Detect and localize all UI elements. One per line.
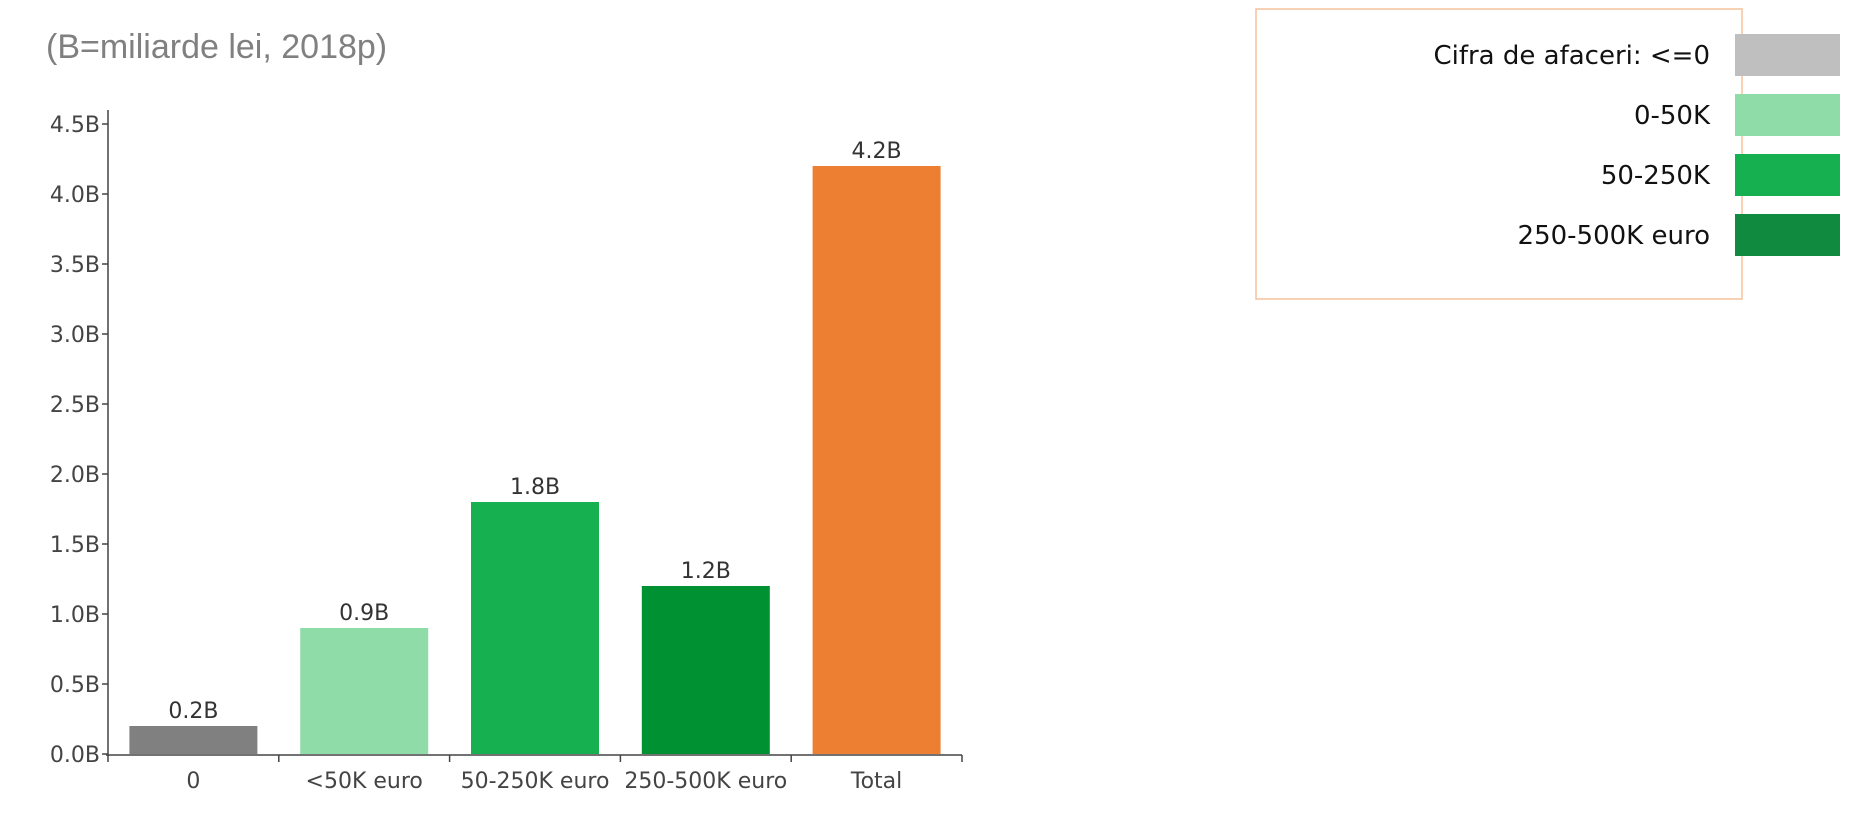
y-tick-label: 4.5B bbox=[50, 113, 100, 138]
bar-data-label: 1.8B bbox=[510, 475, 560, 500]
bar-data-label: 1.2B bbox=[681, 559, 731, 584]
legend-label: Cifra de afaceri: <=0 bbox=[1433, 41, 1710, 71]
y-tick-label: 2.0B bbox=[50, 463, 100, 488]
y-axis-ticks: 0.0B 0.5B 1.0B 1.5B 2.0B 2.5B 3.0B 3.5B 4.0B 4.5B bbox=[50, 113, 108, 768]
bar-data-label: 0.2B bbox=[168, 699, 218, 724]
y-tick-label: 3.5B bbox=[50, 253, 100, 278]
legend-swatch bbox=[1735, 94, 1840, 136]
bars-group: 0.2B 0.9B 1.8B 1.2B 4.2B bbox=[129, 139, 941, 754]
x-tick-label: 0 bbox=[186, 769, 200, 794]
legend-label: 50-250K bbox=[1601, 161, 1711, 191]
bar bbox=[641, 586, 770, 754]
y-tick-label: 1.5B bbox=[50, 533, 100, 558]
x-tick-label: Total bbox=[850, 769, 902, 794]
bar bbox=[300, 628, 429, 754]
y-tick-label: 3.0B bbox=[50, 323, 100, 348]
legend-swatch bbox=[1735, 34, 1840, 76]
y-tick-label: 2.5B bbox=[50, 393, 100, 418]
legend-swatch bbox=[1735, 154, 1840, 196]
legend-label: 250-500K euro bbox=[1518, 221, 1710, 251]
x-axis-ticks: 0 <50K euro 50-250K euro 250-500K euro Total bbox=[107, 755, 963, 794]
legend-label: 0-50K bbox=[1634, 101, 1711, 131]
bar bbox=[471, 502, 599, 754]
x-tick-label: 250-500K euro bbox=[624, 769, 787, 794]
legend: Cifra de afaceri: <=0 0-50K 50-250K 250-500… bbox=[1255, 8, 1840, 300]
y-tick-label: 0.0B bbox=[50, 743, 100, 768]
chart-axes bbox=[106, 110, 962, 756]
chart-subtitle: (B=miliarde lei, 2018p) bbox=[46, 28, 387, 66]
y-tick-label: 1.0B bbox=[50, 603, 100, 628]
x-tick-label: 50-250K euro bbox=[461, 769, 610, 794]
legend-swatch bbox=[1735, 214, 1840, 256]
y-tick-label: 0.5B bbox=[50, 673, 100, 698]
bar-data-label: 0.9B bbox=[339, 601, 389, 626]
bar-data-label: 4.2B bbox=[852, 139, 902, 164]
bar bbox=[129, 726, 258, 754]
y-tick-label: 4.0B bbox=[50, 183, 100, 208]
bar bbox=[812, 166, 941, 754]
x-tick-label: <50K euro bbox=[306, 769, 423, 794]
